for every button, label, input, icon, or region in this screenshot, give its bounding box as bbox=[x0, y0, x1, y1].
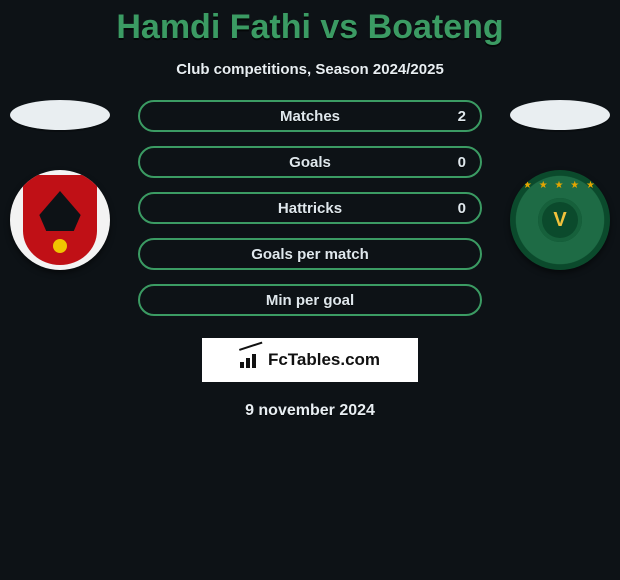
stat-label: Goals per match bbox=[251, 246, 369, 263]
stat-label: Hattricks bbox=[278, 200, 342, 217]
al-ittihad-badge-icon: ★ ★ ★ ★ ★ V bbox=[510, 170, 610, 270]
brand-box: FcTables.com bbox=[202, 338, 418, 382]
stat-value-right: 0 bbox=[458, 154, 466, 171]
brand-text: FcTables.com bbox=[268, 350, 380, 370]
al-ittihad-emblem-icon: V bbox=[538, 198, 582, 242]
stat-value-right: 0 bbox=[458, 200, 466, 217]
stat-row-goals-per-match: Goals per match bbox=[138, 238, 482, 270]
al-ahly-shield-icon bbox=[23, 175, 97, 265]
player-left-column bbox=[8, 100, 112, 270]
stat-row-hattricks: Hattricks 0 bbox=[138, 192, 482, 224]
stat-label: Goals bbox=[289, 154, 331, 171]
stat-label: Min per goal bbox=[266, 292, 354, 309]
stat-row-goals: Goals 0 bbox=[138, 146, 482, 178]
comparison-panel: ★ ★ ★ ★ ★ V Matches 2 Goals 0 Hattricks … bbox=[0, 100, 620, 420]
stars-icon: ★ ★ ★ ★ ★ bbox=[523, 180, 597, 191]
stats-list: Matches 2 Goals 0 Hattricks 0 Goals per … bbox=[138, 100, 482, 316]
al-ahly-badge-icon bbox=[10, 170, 110, 270]
player-left-avatar-placeholder bbox=[10, 100, 110, 130]
player-right-column: ★ ★ ★ ★ ★ V bbox=[508, 100, 612, 270]
al-ahly-ball-icon bbox=[53, 239, 67, 253]
stat-label: Matches bbox=[280, 108, 340, 125]
subtitle: Club competitions, Season 2024/2025 bbox=[0, 61, 620, 78]
date-text: 9 november 2024 bbox=[0, 402, 620, 420]
stat-row-matches: Matches 2 bbox=[138, 100, 482, 132]
player-right-avatar-placeholder bbox=[510, 100, 610, 130]
bar-chart-icon bbox=[240, 352, 262, 368]
page-title: Hamdi Fathi vs Boateng bbox=[0, 0, 620, 47]
stat-value-right: 2 bbox=[458, 108, 466, 125]
stat-row-min-per-goal: Min per goal bbox=[138, 284, 482, 316]
